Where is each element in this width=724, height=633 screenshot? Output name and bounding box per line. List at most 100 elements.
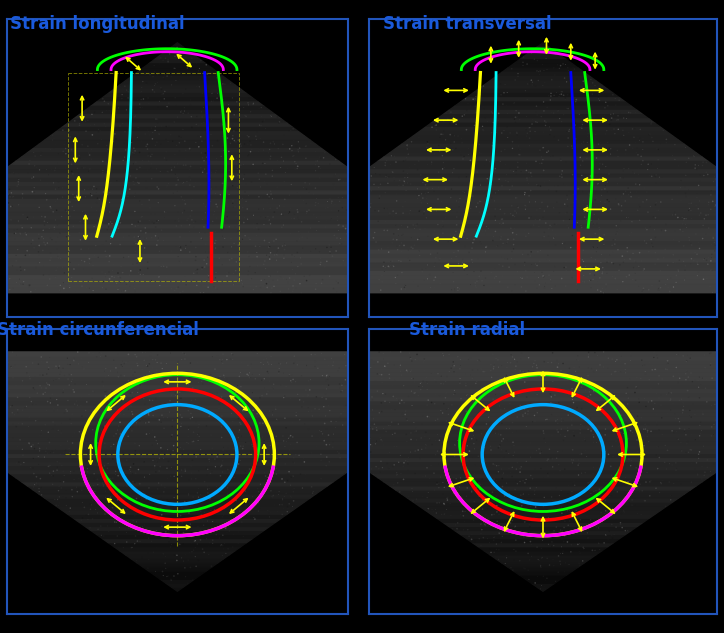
Point bbox=[387, 167, 399, 177]
Point bbox=[508, 99, 519, 109]
Point bbox=[58, 284, 70, 294]
Polygon shape bbox=[114, 85, 241, 89]
Point bbox=[430, 449, 442, 460]
Point bbox=[622, 423, 634, 434]
Point bbox=[156, 417, 167, 427]
Point bbox=[216, 98, 227, 108]
Point bbox=[657, 125, 669, 135]
Point bbox=[245, 363, 256, 373]
Point bbox=[649, 213, 661, 223]
Point bbox=[287, 501, 298, 511]
Point bbox=[216, 372, 227, 382]
Point bbox=[216, 512, 228, 522]
Point bbox=[151, 114, 163, 124]
Point bbox=[686, 459, 697, 469]
Point bbox=[209, 189, 221, 199]
Point bbox=[179, 496, 190, 506]
Point bbox=[595, 286, 607, 296]
Point bbox=[227, 120, 238, 130]
Point bbox=[506, 443, 518, 453]
Point bbox=[133, 265, 145, 275]
Point bbox=[531, 572, 543, 582]
Point bbox=[138, 94, 149, 104]
Point bbox=[101, 236, 112, 246]
Point bbox=[570, 408, 581, 418]
Point bbox=[295, 259, 307, 269]
Point bbox=[653, 371, 665, 381]
Point bbox=[157, 55, 169, 65]
Point bbox=[411, 219, 423, 229]
Point bbox=[433, 167, 445, 177]
Point bbox=[457, 458, 468, 468]
Point bbox=[519, 517, 531, 527]
Point bbox=[209, 454, 221, 464]
Point bbox=[577, 436, 589, 446]
Point bbox=[522, 409, 534, 419]
Point bbox=[586, 156, 597, 166]
Point bbox=[106, 272, 118, 282]
Point bbox=[476, 276, 488, 286]
Point bbox=[631, 424, 642, 434]
Point bbox=[231, 515, 243, 525]
Point bbox=[140, 228, 151, 238]
Point bbox=[529, 489, 540, 499]
Point bbox=[98, 480, 109, 490]
Point bbox=[46, 165, 57, 175]
Point bbox=[166, 246, 177, 256]
Point bbox=[62, 406, 73, 416]
Point bbox=[12, 216, 24, 226]
Point bbox=[154, 413, 166, 423]
Point bbox=[641, 468, 653, 478]
Point bbox=[93, 127, 104, 137]
Point bbox=[683, 410, 695, 420]
Point bbox=[671, 426, 683, 436]
Point bbox=[606, 113, 618, 123]
Point bbox=[337, 385, 348, 396]
Point bbox=[309, 349, 321, 360]
Point bbox=[130, 539, 141, 549]
Polygon shape bbox=[201, 284, 724, 289]
Point bbox=[184, 366, 195, 376]
Point bbox=[193, 121, 205, 131]
Polygon shape bbox=[431, 119, 655, 123]
Point bbox=[284, 273, 295, 283]
Point bbox=[282, 506, 293, 517]
Point bbox=[523, 489, 534, 499]
Point bbox=[568, 189, 579, 199]
Point bbox=[662, 274, 673, 284]
Point bbox=[689, 151, 700, 161]
Point bbox=[254, 241, 266, 251]
Point bbox=[452, 285, 463, 296]
Point bbox=[21, 401, 33, 411]
Point bbox=[600, 97, 612, 108]
Point bbox=[696, 461, 708, 472]
Point bbox=[88, 480, 99, 491]
Point bbox=[205, 196, 216, 206]
Point bbox=[238, 404, 250, 415]
Point bbox=[491, 544, 502, 555]
Point bbox=[52, 493, 64, 503]
Point bbox=[2, 199, 14, 210]
Point bbox=[161, 155, 172, 165]
Point bbox=[17, 444, 28, 454]
Point bbox=[615, 449, 627, 460]
Point bbox=[468, 185, 479, 196]
Point bbox=[14, 262, 26, 272]
Point bbox=[41, 405, 53, 415]
Point bbox=[237, 174, 249, 184]
Point bbox=[203, 501, 215, 511]
Point bbox=[247, 370, 258, 380]
Point bbox=[529, 410, 540, 420]
Point bbox=[220, 128, 232, 139]
Point bbox=[203, 411, 215, 421]
Point bbox=[530, 116, 542, 127]
Point bbox=[193, 436, 204, 446]
Point bbox=[117, 356, 128, 367]
Point bbox=[379, 361, 390, 372]
Point bbox=[64, 445, 75, 455]
Point bbox=[382, 463, 394, 473]
Point bbox=[34, 430, 46, 440]
Point bbox=[628, 168, 640, 179]
Point bbox=[708, 177, 720, 187]
Point bbox=[56, 285, 67, 295]
